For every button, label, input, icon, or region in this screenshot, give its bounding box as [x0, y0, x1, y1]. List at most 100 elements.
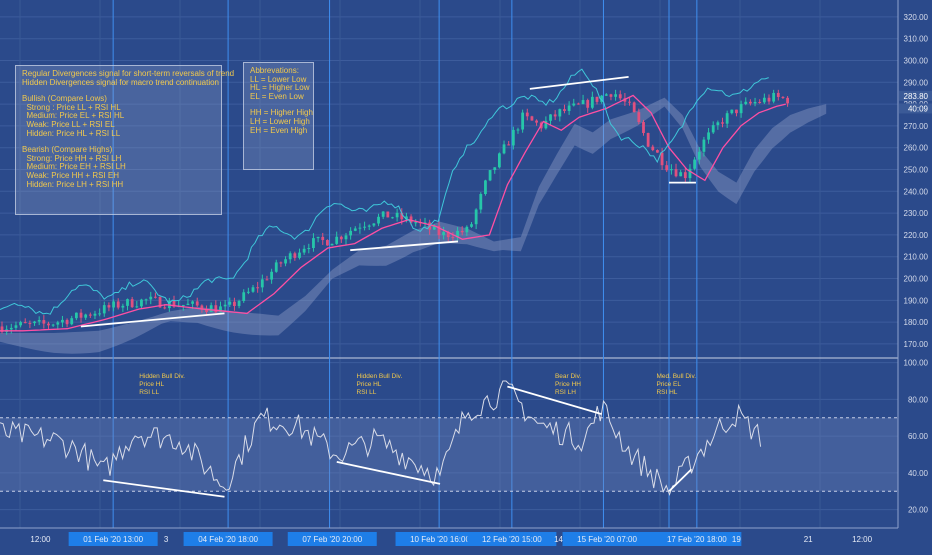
x-label-highlight	[183, 532, 273, 546]
candle-body	[330, 243, 334, 246]
candle-body	[511, 129, 515, 146]
candle-body	[56, 322, 60, 325]
candle-body	[158, 297, 162, 308]
candle-body	[707, 132, 710, 140]
candle-body	[74, 312, 78, 319]
candle-body	[395, 212, 399, 218]
note-line: Hidden: Price HL + RSI LL	[22, 128, 121, 138]
price-tick-label: 230.00	[904, 209, 929, 218]
price-tick-label: 170.00	[904, 340, 929, 349]
candle-body	[688, 168, 692, 179]
candle-body	[279, 262, 283, 264]
candle-body	[33, 321, 36, 324]
candle-body	[349, 230, 353, 236]
candle-body	[590, 96, 594, 108]
candle-body	[172, 300, 176, 307]
candle-body	[200, 305, 204, 310]
candle-body	[214, 305, 218, 313]
candle-body	[153, 296, 157, 298]
rsi-tick-label: 100.00	[904, 359, 929, 368]
candle-body	[121, 305, 125, 308]
candle-body	[316, 236, 320, 239]
note-line: Strong: Price HH + RSI LH	[22, 153, 122, 163]
candle-body	[9, 327, 13, 330]
x-label-highlight	[68, 532, 158, 546]
candle-body	[693, 159, 697, 169]
x-tick-label: 15 Feb '20 07:00	[577, 535, 637, 544]
annotation-line: Hidden Bull Div.	[139, 373, 185, 380]
candle-body	[702, 139, 706, 152]
candle-body	[465, 226, 469, 233]
candle-body	[665, 165, 669, 171]
candle-body	[572, 103, 576, 106]
candle-body	[660, 152, 664, 166]
x-tick-label: 10 Feb '20 16:00	[410, 535, 470, 544]
candle-body	[451, 237, 455, 239]
y-axis: 170.00 180.00 190.00 200.00 210.00 220.00 230.…	[897, 0, 932, 550]
candle-body	[209, 305, 213, 312]
annotation-line: RSI LL	[139, 389, 159, 396]
annotation-line: Hidden Bull Div.	[357, 373, 403, 380]
price-tick-label: 240.00	[904, 187, 929, 196]
price-tick-label: 290.00	[904, 78, 929, 87]
note-line: Medium: Price EL + RSI HL	[22, 111, 125, 121]
price-badge	[899, 103, 932, 114]
candle-body	[405, 216, 408, 220]
x-tick-label: 17 Feb '20 18:00	[667, 535, 727, 544]
candle-body	[130, 299, 134, 308]
candle-body	[535, 120, 538, 123]
candle-body	[493, 167, 497, 171]
candle-body	[344, 235, 348, 240]
x-label-highlight	[287, 532, 377, 546]
price-tick-label: 210.00	[904, 253, 929, 262]
candle-body	[372, 223, 376, 226]
candle-body	[628, 101, 631, 103]
candle-body	[102, 305, 106, 314]
price-divergence-line	[80, 312, 225, 328]
candle-body	[246, 291, 250, 293]
candle-body	[609, 94, 613, 97]
candle-body	[381, 211, 385, 217]
candle-body	[400, 212, 404, 220]
rsi-divergence-line	[668, 468, 693, 492]
candle-body	[674, 169, 678, 177]
x-tick-label: 19	[732, 535, 741, 544]
x-tick-label: 21	[804, 535, 813, 544]
candle-body	[23, 322, 27, 324]
note-line: Bullish (Compare Lows)	[22, 94, 107, 104]
price-badge	[899, 90, 932, 101]
price-divergence-line	[529, 75, 629, 90]
rsi-line	[0, 380, 762, 496]
candle-body	[721, 122, 724, 124]
note-lines: Abbrevations: LL = Lower Low HL = Higher L…	[250, 66, 313, 135]
price-tick-label: 320.00	[904, 13, 929, 22]
candle-body	[149, 296, 153, 300]
candle-body	[563, 109, 566, 111]
candle-body	[553, 114, 557, 117]
candle-body	[549, 114, 552, 121]
candle-body	[502, 144, 506, 154]
candle-body	[312, 238, 315, 249]
annotation-line: RSI LL	[357, 389, 377, 396]
rsi-divergence-line	[507, 385, 602, 415]
candle-body	[558, 109, 562, 117]
candle-body	[530, 116, 534, 121]
note-line: EL = Even Low	[250, 91, 304, 101]
candle-body	[51, 324, 55, 326]
candle-body	[265, 279, 269, 281]
candle-body	[697, 151, 701, 160]
candle-body	[107, 305, 111, 308]
divergence-legend-note: Regular Divergences signal for short-ter…	[15, 65, 234, 215]
candle-body	[651, 146, 655, 151]
candle-body	[730, 109, 734, 114]
candle-body	[488, 170, 492, 181]
price-badge-label: 40:09	[908, 104, 929, 113]
candle-body	[516, 129, 520, 131]
note-line: HH = Higher High	[250, 108, 313, 118]
annotation-line: RSI HL	[656, 389, 677, 396]
candle-body	[567, 105, 571, 111]
x-tick-label: 12:00	[30, 535, 51, 544]
note-line: Weak: Price LL + RSI EL	[22, 119, 115, 129]
candle-body	[781, 96, 785, 98]
